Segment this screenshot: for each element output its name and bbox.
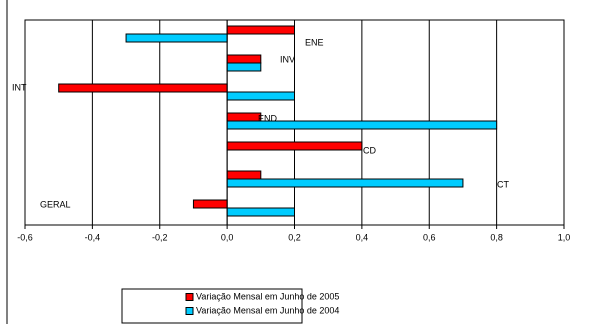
category-label: CD: [363, 145, 376, 155]
bar: [226, 91, 295, 101]
x-tick-label: 0,8: [490, 232, 503, 242]
x-tick-label: 0,0: [221, 232, 234, 242]
bar: [226, 207, 295, 217]
bar: [226, 178, 464, 188]
category-label: ENE: [305, 37, 324, 47]
bar: [226, 170, 262, 180]
category-label: END: [258, 113, 278, 123]
bar: [226, 54, 262, 64]
legend-box: [121, 288, 303, 324]
x-tick-label: 0,6: [423, 232, 436, 242]
bar: [192, 199, 228, 209]
bar: [226, 112, 262, 122]
category-label: CT: [497, 179, 509, 189]
legend-swatch: [185, 307, 194, 315]
bar: [226, 62, 262, 72]
x-tick-label: 0,2: [288, 232, 301, 242]
x-tick-label: -0,4: [85, 232, 101, 242]
category-label: GERAL: [40, 199, 71, 209]
x-tick-label: -0,2: [152, 232, 168, 242]
x-tick-label: 0,4: [356, 232, 369, 242]
bar: [125, 33, 228, 43]
legend-swatch: [185, 293, 194, 301]
category-label: INV: [280, 54, 295, 64]
x-tick-label: 1,0: [558, 232, 571, 242]
legend-label: Variação Mensal em Junho de 2005: [196, 291, 339, 301]
category-label: INT: [12, 82, 27, 92]
x-tick-label: -0,6: [17, 232, 33, 242]
bar: [226, 25, 295, 35]
bar: [58, 83, 228, 93]
legend-label: Variação Mensal em Junho de 2004: [196, 305, 339, 315]
bar: [226, 141, 363, 151]
